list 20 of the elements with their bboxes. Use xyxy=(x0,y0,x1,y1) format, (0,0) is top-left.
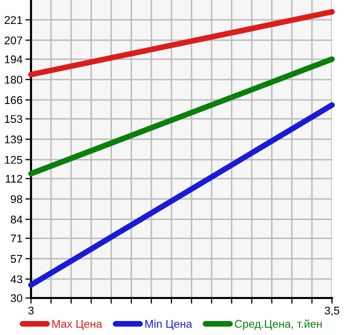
y-tick-label: 112 xyxy=(6,174,22,183)
y-tick-label: 57 xyxy=(10,255,22,263)
legend-label: Min Цена xyxy=(145,320,192,330)
y-tick-label: 153 xyxy=(4,115,22,123)
y-tick-label: 30 xyxy=(10,294,22,302)
legend-label: Сред.Цена, т.йен xyxy=(234,319,322,330)
y-tick-label: 98 xyxy=(10,195,22,204)
y-tick-label: 194 xyxy=(4,55,22,64)
y-tick-label: 221 xyxy=(4,16,22,24)
y-tick-label: 207 xyxy=(4,36,22,44)
x-tick-label: 3 xyxy=(28,306,34,314)
x-tick-label: 3,5 xyxy=(324,306,340,316)
y-tick-label: 180 xyxy=(4,76,22,84)
y-tick-label: 166 xyxy=(4,96,22,104)
y-tick-label: 139 xyxy=(4,136,22,144)
y-tick-label: 84 xyxy=(10,216,22,224)
y-tick-label: 71 xyxy=(10,234,22,242)
y-tick-label: 125 xyxy=(4,156,22,164)
y-tick-label: 43 xyxy=(10,275,22,284)
legend-label: Max Цена xyxy=(52,320,102,330)
